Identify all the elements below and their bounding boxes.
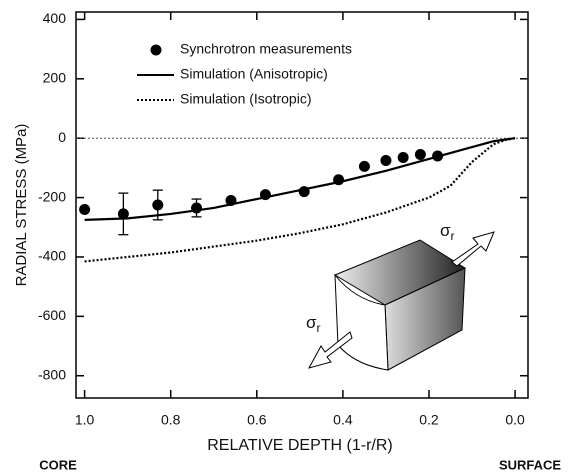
legend-marker bbox=[150, 44, 162, 56]
x-tick-label: 0.4 bbox=[333, 412, 353, 428]
annotation-symbol: σ bbox=[440, 221, 451, 240]
data-point bbox=[152, 199, 164, 211]
data-point bbox=[79, 203, 91, 215]
annotation-sub: r bbox=[451, 229, 455, 243]
annotation: σr bbox=[306, 313, 321, 335]
y-tick-label: -600 bbox=[38, 307, 66, 323]
y-axis-label: RADIAL STRESS (MPa) bbox=[13, 124, 30, 287]
series-line bbox=[84, 137, 516, 263]
x-tick-label: 0.8 bbox=[161, 412, 181, 428]
data-point bbox=[358, 160, 370, 172]
block-illustration bbox=[307, 231, 495, 371]
data-point bbox=[397, 151, 409, 163]
surface-label: SURFACE bbox=[499, 457, 561, 472]
data-point bbox=[414, 149, 426, 161]
x-tick-label: 0.0 bbox=[505, 412, 525, 428]
x-tick-label: 1.0 bbox=[75, 412, 95, 428]
legend-label: Synchrotron measurements bbox=[180, 41, 352, 57]
x-tick-label: 0.2 bbox=[419, 412, 439, 428]
legend-label: Simulation (Anisotropic) bbox=[180, 66, 328, 82]
y-tick-label: 0 bbox=[58, 129, 66, 145]
data-point bbox=[117, 208, 129, 220]
x-tick-label: 0.6 bbox=[247, 412, 267, 428]
y-tick-label: 200 bbox=[43, 70, 67, 86]
data-point bbox=[380, 154, 392, 166]
y-tick-label: -200 bbox=[38, 188, 66, 204]
series-line bbox=[84, 137, 516, 221]
annotation: σr bbox=[440, 221, 455, 243]
annotation-sub: r bbox=[317, 321, 321, 335]
core-label: CORE bbox=[39, 457, 77, 472]
y-tick-label: -400 bbox=[38, 248, 66, 264]
annotation-symbol: σ bbox=[306, 313, 317, 332]
legend-label: Simulation (Isotropic) bbox=[180, 91, 312, 107]
y-tick-label: 400 bbox=[43, 10, 67, 26]
plot-frame bbox=[75, 11, 529, 399]
y-tick-label: -800 bbox=[38, 366, 66, 382]
x-axis-label: RELATIVE DEPTH (1-r/R) bbox=[207, 437, 393, 454]
